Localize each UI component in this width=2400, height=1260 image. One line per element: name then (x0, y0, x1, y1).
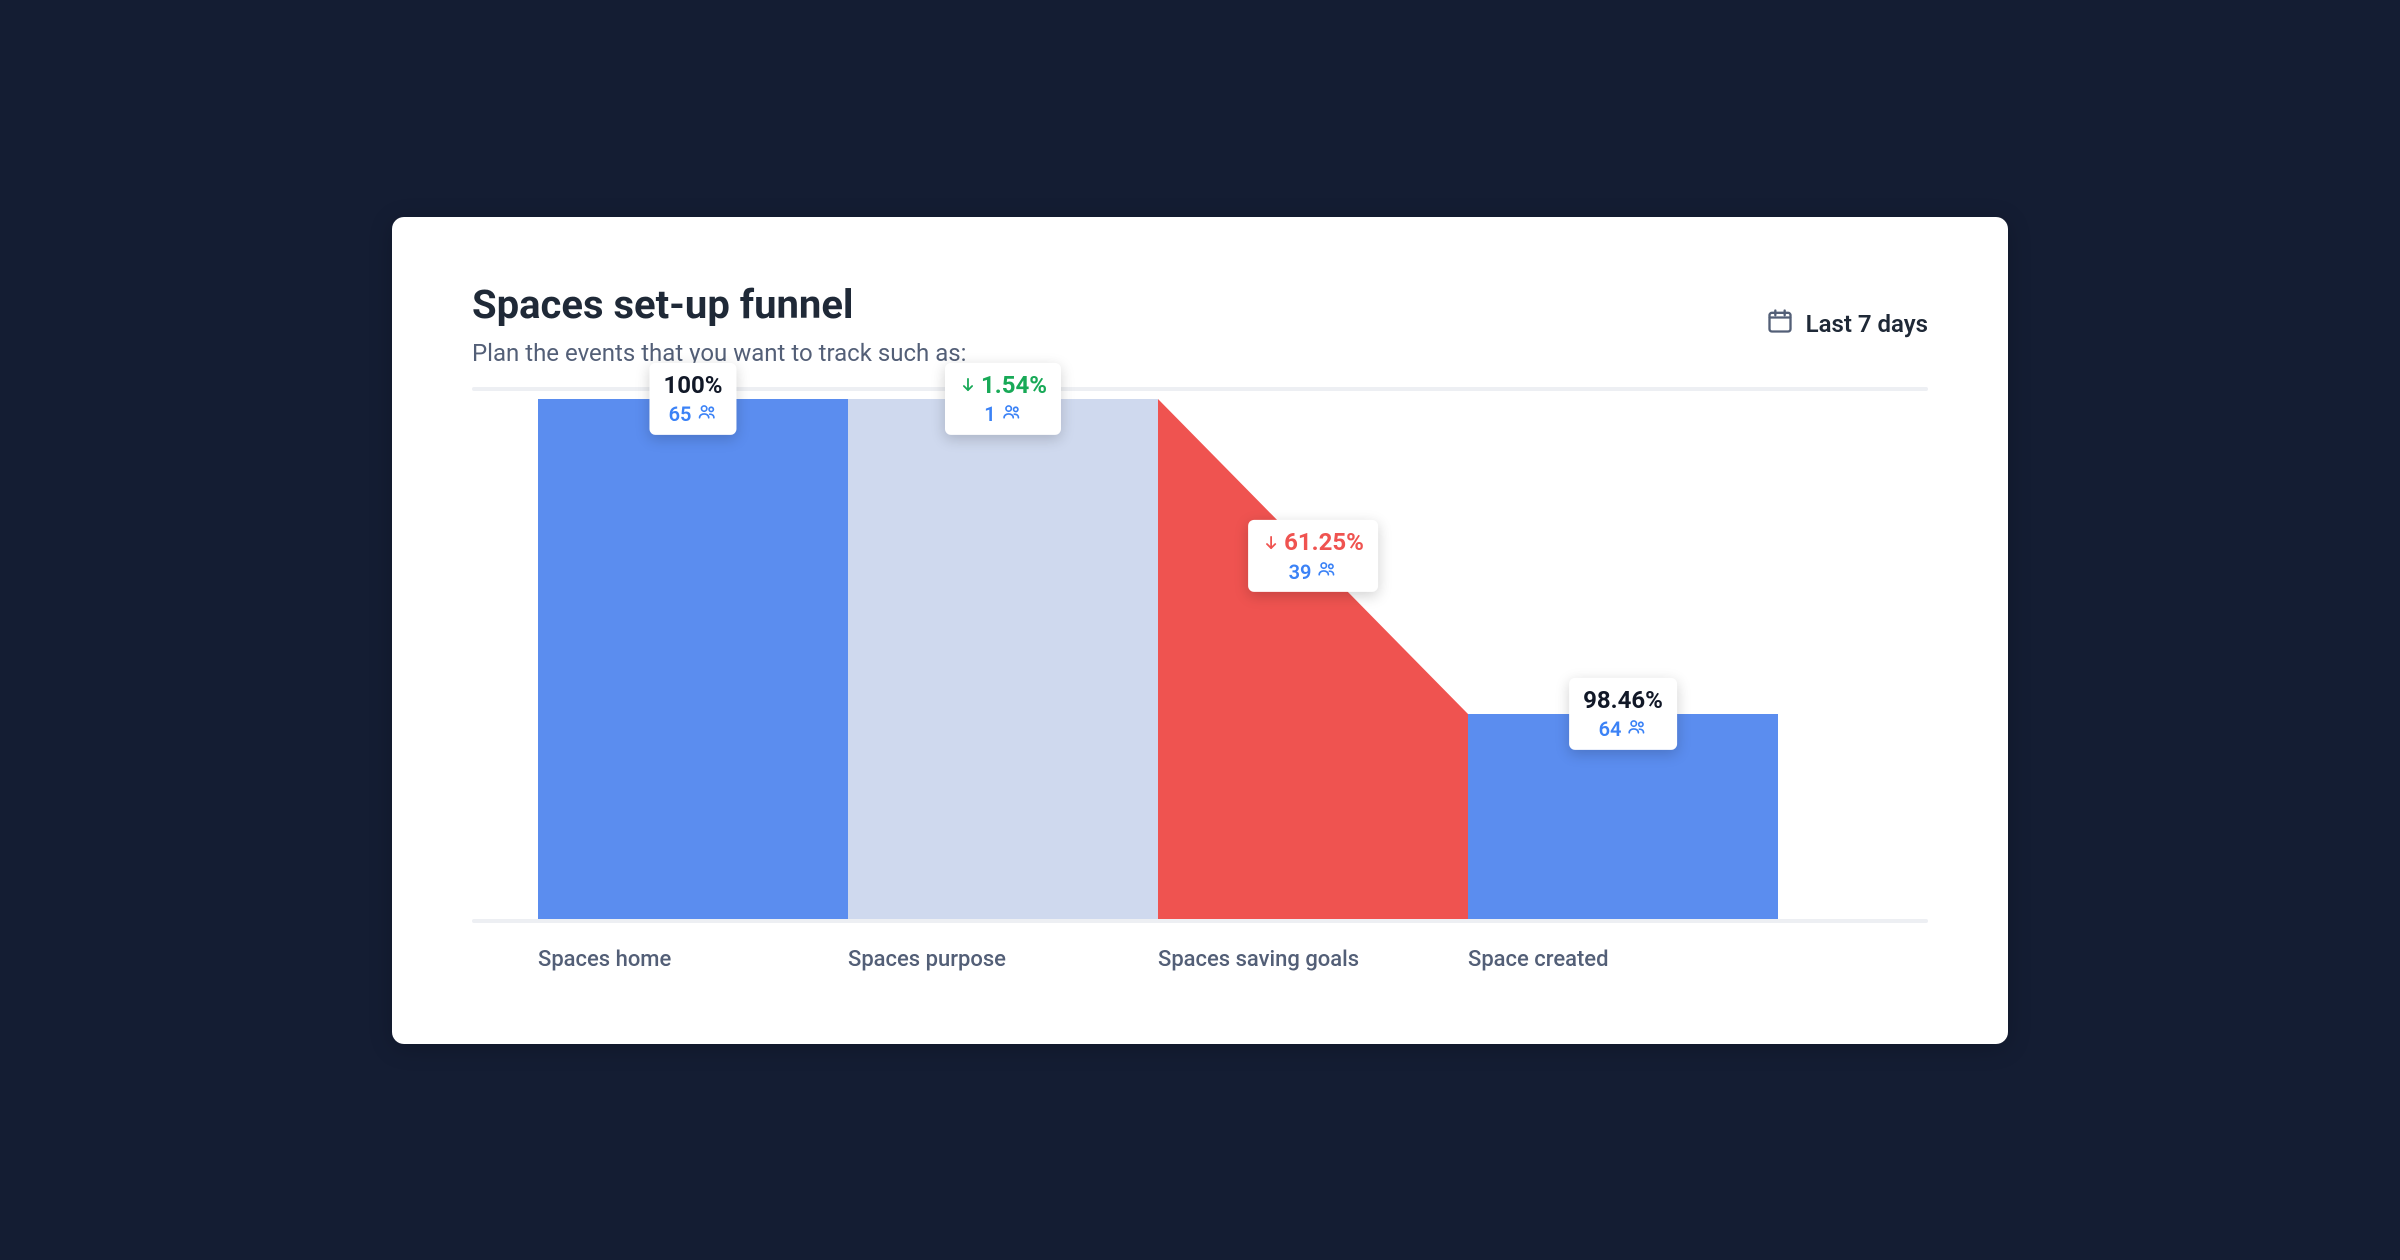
users-icon (1002, 401, 1022, 426)
funnel-step-label: Spaces saving goals (1158, 947, 1468, 972)
funnel-segment-3: 98.46%64 (1468, 399, 1778, 919)
funnel-bar (538, 399, 848, 919)
users-icon (1317, 559, 1337, 584)
card-title: Spaces set-up funnel (472, 281, 966, 329)
funnel-step-label: Space created (1468, 947, 1778, 972)
funnel-segment-2: 61.25%39 (1158, 399, 1468, 919)
funnel-badge: 100%65 (649, 363, 736, 435)
funnel-count: 1 (984, 401, 1021, 426)
funnel-chart: 100%651.54%1 61.25%39 98.46%64 (472, 399, 1928, 919)
funnel-labels-row: Spaces homeSpaces purposeSpaces saving g… (472, 947, 1928, 972)
funnel-bar (848, 399, 1158, 919)
funnel-badge: 61.25%39 (1248, 520, 1378, 592)
funnel-badge: 1.54%1 (945, 363, 1061, 435)
funnel-step-label: Spaces purpose (848, 947, 1158, 972)
date-range-label: Last 7 days (1806, 310, 1928, 338)
funnel-segment-1: 1.54%1 (848, 399, 1158, 919)
funnel-segment-0: 100%65 (538, 399, 848, 919)
funnel-percent: 98.46% (1583, 686, 1663, 715)
funnel-count: 65 (669, 401, 718, 426)
card-header: Spaces set-up funnel Plan the events tha… (472, 281, 1928, 367)
funnel-card: Spaces set-up funnel Plan the events tha… (392, 217, 2008, 1044)
funnel-percent: 61.25% (1262, 528, 1364, 557)
funnel-percent: 1.54% (959, 371, 1047, 400)
funnel-badge: 98.46%64 (1569, 678, 1677, 750)
funnel-percent: 100% (663, 371, 722, 400)
title-block: Spaces set-up funnel Plan the events tha… (472, 281, 966, 367)
date-range-picker[interactable]: Last 7 days (1766, 281, 1928, 341)
funnel-count: 39 (1289, 559, 1338, 584)
calendar-icon (1766, 307, 1794, 341)
users-icon (1627, 716, 1647, 741)
funnel-count: 64 (1599, 716, 1648, 741)
divider-bottom (472, 919, 1928, 923)
funnel-dropoff (1158, 399, 1468, 919)
users-icon (697, 401, 717, 426)
funnel-step-label: Spaces home (538, 947, 848, 972)
